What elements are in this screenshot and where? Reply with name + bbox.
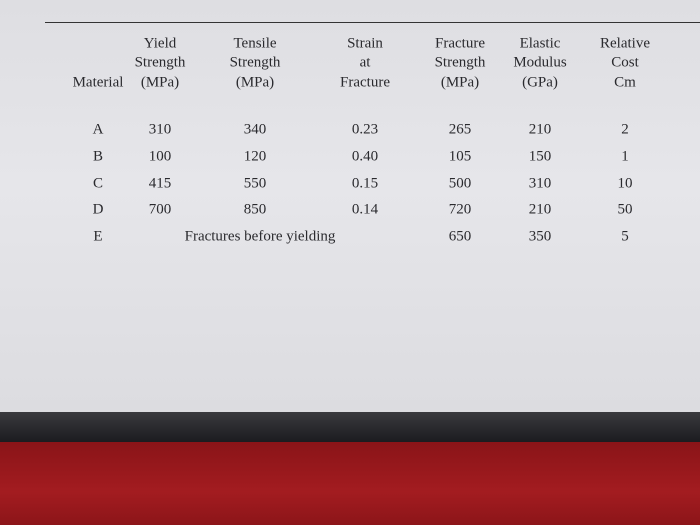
cell: 5 [621, 228, 629, 245]
cell: 700 [148, 201, 172, 218]
column-header: Strength [134, 54, 186, 71]
cell: 105 [448, 148, 472, 165]
column-header: (GPa) [522, 74, 558, 91]
cell: 310 [528, 175, 552, 192]
column-header: Strength [229, 54, 281, 71]
row-label: E [93, 228, 103, 245]
cell: 265 [448, 121, 472, 138]
column-header: Fracture [435, 35, 485, 52]
column-header: Material [72, 74, 124, 91]
paper-edge [0, 412, 700, 442]
column-header: Modulus [513, 54, 567, 71]
cell: 550 [243, 175, 267, 192]
row-label: A [92, 121, 104, 138]
desk [0, 442, 700, 525]
column-header: (MPa) [140, 74, 180, 91]
cell: 350 [528, 228, 552, 245]
column-header: Elastic [519, 35, 561, 52]
cell: 210 [528, 121, 552, 138]
cell: 500 [448, 175, 472, 192]
cell: 0.40 [351, 148, 379, 165]
cell: 210 [528, 201, 552, 218]
row-label: D [92, 201, 104, 218]
cell: 120 [243, 148, 267, 165]
row-label: B [92, 148, 104, 165]
cell: 340 [243, 121, 267, 138]
table-rule [45, 22, 700, 23]
column-header: Cost [611, 54, 639, 71]
column-header: at [359, 54, 371, 71]
cell: 650 [448, 228, 472, 245]
paper [0, 0, 700, 412]
cell: Fractures before yielding [184, 228, 336, 245]
column-header: Yield [143, 35, 177, 52]
cell: 0.23 [351, 121, 379, 138]
cell: 0.15 [351, 175, 379, 192]
cell: 0.14 [351, 201, 379, 218]
column-header: (MPa) [235, 74, 275, 91]
cell: 850 [243, 201, 267, 218]
cell: 100 [148, 148, 172, 165]
column-header: Strain [347, 35, 383, 52]
column-header: Cm [614, 74, 636, 91]
column-header: Tensile [233, 35, 277, 52]
column-header: Strength [434, 54, 486, 71]
cell: 415 [148, 175, 172, 192]
cell: 10 [617, 175, 633, 192]
cell: 310 [148, 121, 172, 138]
cell: 50 [617, 201, 633, 218]
row-label: C [92, 175, 104, 192]
cell: 2 [621, 121, 629, 138]
column-header: Relative [600, 35, 650, 52]
cell: 1 [621, 148, 629, 165]
column-header: Fracture [340, 74, 390, 91]
cell: 720 [448, 201, 472, 218]
cell: 150 [528, 148, 552, 165]
column-header: (MPa) [440, 74, 480, 91]
